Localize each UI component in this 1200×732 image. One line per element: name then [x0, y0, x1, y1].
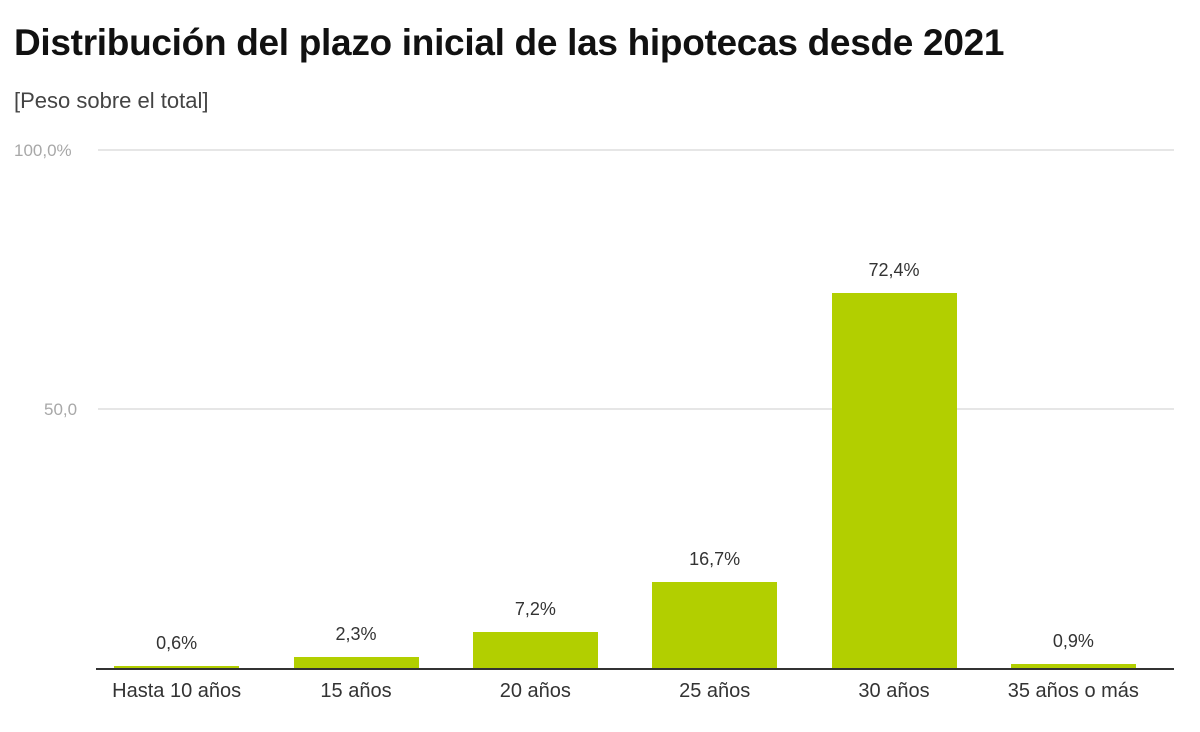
x-tick-label: 25 años — [679, 680, 751, 702]
bar-0 — [114, 665, 240, 669]
bar-3 — [652, 582, 778, 669]
value-label: 72,4% — [868, 260, 920, 281]
value-label: 16,7% — [689, 549, 741, 570]
y-tick-100: 100,0% — [14, 141, 72, 160]
chart-subtitle: [Peso sobre el total] — [14, 88, 209, 113]
x-tick-label: 35 años o más — [1007, 680, 1139, 702]
x-tick-label: 30 años — [858, 680, 930, 702]
chart-title: Distribución del plazo inicial de las hi… — [14, 22, 1005, 63]
x-tick-label: 20 años — [499, 680, 571, 702]
bar-5 — [1010, 664, 1136, 669]
value-label: 0,6% — [156, 632, 198, 653]
gridline-50 — [98, 408, 1174, 410]
value-label: 7,2% — [514, 598, 556, 619]
bar-4 — [831, 293, 957, 669]
plot-area — [98, 149, 1174, 669]
gridline-100 — [98, 149, 1174, 151]
x-tick-label: 15 años — [320, 680, 392, 702]
value-label: 2,3% — [335, 624, 377, 645]
bar-1 — [293, 657, 419, 669]
x-axis-line — [96, 668, 1174, 670]
y-tick-50: 50,0 — [44, 400, 78, 419]
x-tick-label: Hasta 10 años — [112, 680, 242, 702]
value-label: 0,9% — [1052, 631, 1094, 652]
bar-2 — [472, 631, 598, 669]
